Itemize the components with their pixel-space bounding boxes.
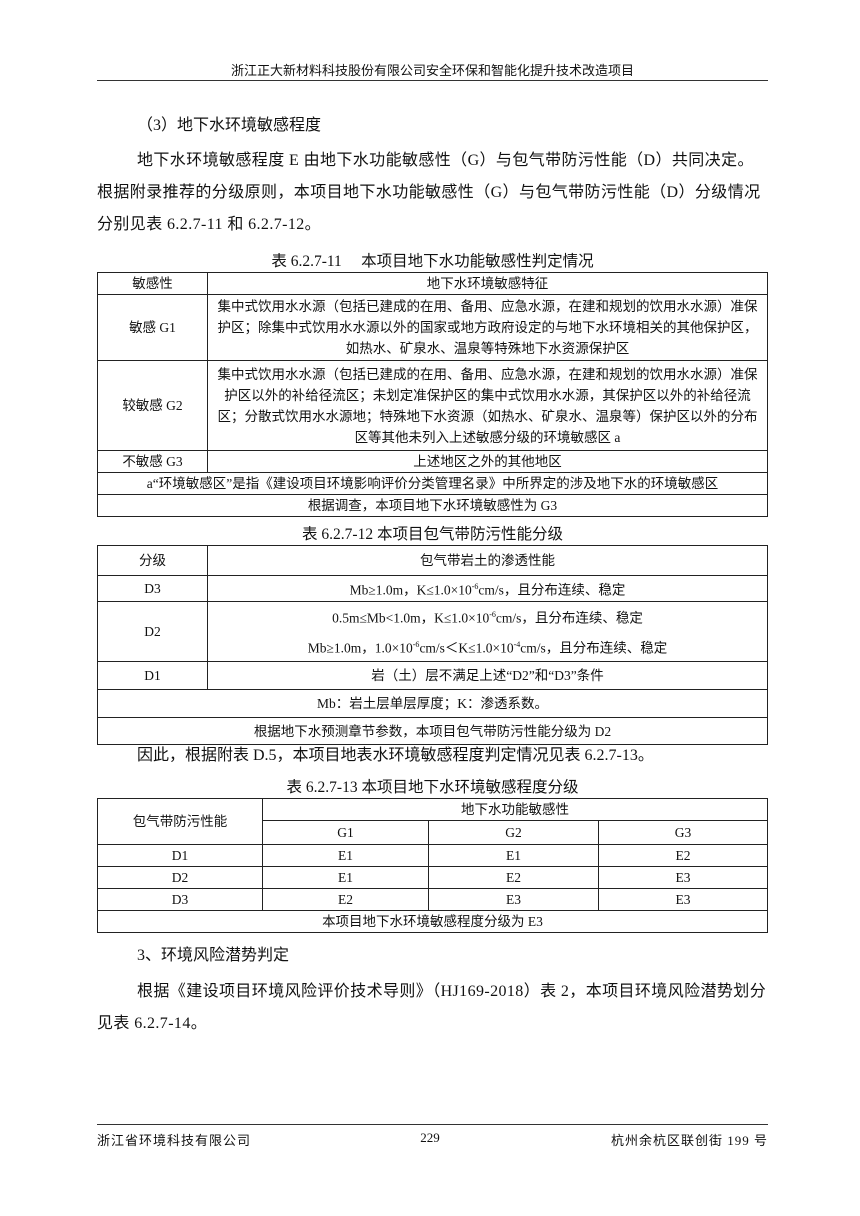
desc-cell: 岩（土）层不满足上述“D2”和“D3”条件 xyxy=(207,661,768,690)
conclusion-cell: 根据调查，本项目地下水环境敏感性为 G3 xyxy=(97,494,768,517)
level-cell: D1 xyxy=(97,661,208,690)
header-cell: G1 xyxy=(262,820,429,845)
note-cell: a“环境敏感区”是指《建设项目环境影响评价分类管理名录》中所界定的涉及地下水的环… xyxy=(97,472,768,495)
page-number: 229 xyxy=(420,1130,440,1145)
desc-cell: 上述地区之外的其他地区 xyxy=(207,450,768,473)
desc-cell: 集中式饮用水水源（包括已建成的在用、备用、应急水源，在建和规划的饮用水水源）准保… xyxy=(207,360,768,451)
note-cell: Mb：岩土层单层厚度；K：渗透系数。 xyxy=(97,689,768,718)
footer-address: 杭州余杭区联创街 199 号 xyxy=(610,1133,768,1148)
footer-divider xyxy=(97,1124,768,1125)
desc-cell: 0.5m≤Mb<1.0m，K≤1.0×10-6cm/s，且分布连续、稳定 Mb≥1… xyxy=(207,601,768,662)
level-cell: 敏感 G1 xyxy=(97,294,208,361)
table-groundwater-sensitivity: 敏感性 地下水环境敏感特征 敏感 G1 集中式饮用水水源（包括已建成的在用、备用、应… xyxy=(97,272,768,517)
section-heading: 3、环境风险潜势判定 xyxy=(137,947,290,964)
table-caption: 表 6.2.7-11 本项目地下水功能敏感性判定情况 xyxy=(271,253,594,270)
level-cell: 不敏感 G3 xyxy=(97,450,208,473)
table-vadose-zone: 分级 包气带岩土的渗透性能 D3 Mb≥1.0m，K≤1.0×10-6cm/s，且分… xyxy=(97,545,768,745)
header-cell: 包气带防污性能 xyxy=(97,798,263,845)
header-cell: G3 xyxy=(598,820,768,845)
conclusion-cell: 本项目地下水环境敏感程度分级为 E3 xyxy=(97,910,768,933)
table-caption: 表 6.2.7-13 本项目地下水环境敏感程度分级 xyxy=(286,779,579,796)
level-cell: D2 xyxy=(97,601,208,662)
conclusion-cell: 根据地下水预测章节参数，本项目包气带防污性能分级为 D2 xyxy=(97,717,768,745)
header-divider xyxy=(97,80,768,81)
table-row: D3 E2 E3 E3 xyxy=(97,888,768,911)
table-sensitivity-grade: 包气带防污性能 地下水功能敏感性 G1 G2 G3 D1 E1 E1 E2 D2 E1 E2 E3… xyxy=(97,798,768,933)
table-row: D1 E1 E1 E2 xyxy=(97,844,768,867)
page-header: 浙江正大新材料科技股份有限公司安全环保和智能化提升技术改造项目 xyxy=(230,63,634,78)
footer-company: 浙江省环境科技有限公司 xyxy=(97,1133,252,1148)
header-cell: 地下水环境敏感特征 xyxy=(207,272,768,295)
header-cell: 地下水功能敏感性 xyxy=(262,798,768,821)
header-cell: 分级 xyxy=(97,545,208,576)
desc-cell: Mb≥1.0m，K≤1.0×10-6cm/s，且分布连续、稳定 xyxy=(207,575,768,602)
paragraph: 因此，根据附表 D.5，本项目地表水环境敏感程度判定情况见表 6.2.7-13。 xyxy=(137,747,654,764)
paragraph: 地下水环境敏感程度 E 由地下水功能敏感性（G）与包气带防污性能（D）共同决定。… xyxy=(97,152,761,233)
header-cell: 包气带岩土的渗透性能 xyxy=(207,545,768,576)
table-caption: 表 6.2.7-12 本项目包气带防污性能分级 xyxy=(302,526,563,543)
level-cell: 较敏感 G2 xyxy=(97,360,208,451)
section-heading: （3）地下水环境敏感程度 xyxy=(137,117,322,134)
table-row: D2 E1 E2 E3 xyxy=(97,866,768,889)
desc-cell: 集中式饮用水水源（包括已建成的在用、备用、应急水源，在建和规划的饮用水水源）准保… xyxy=(207,294,768,361)
paragraph: 根据《建设项目环境风险评价技术导则》（HJ169-2018）表 2，本项目环境风… xyxy=(97,983,767,1032)
level-cell: D3 xyxy=(97,575,208,602)
header-cell: 敏感性 xyxy=(97,272,208,295)
header-cell: G2 xyxy=(428,820,599,845)
